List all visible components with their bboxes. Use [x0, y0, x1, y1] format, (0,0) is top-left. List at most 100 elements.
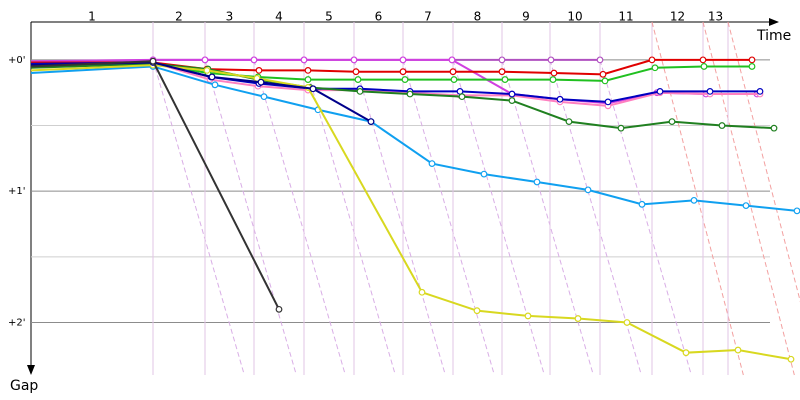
point [734, 346, 742, 354]
point [401, 76, 409, 83]
point [638, 200, 646, 208]
stage-label: 11 [618, 10, 633, 24]
stage-label: 9 [522, 10, 530, 24]
point [748, 63, 756, 70]
time-shift-line [353, 59, 446, 376]
stage-label: 2 [175, 10, 183, 24]
point [756, 87, 764, 95]
point [480, 170, 488, 178]
point [700, 63, 708, 70]
y-tick-label: +2' [8, 317, 26, 328]
point [449, 68, 457, 76]
point [211, 81, 219, 89]
stage-label: 5 [325, 10, 333, 24]
point [748, 56, 756, 64]
point [556, 95, 564, 103]
point [304, 66, 312, 74]
point [547, 56, 555, 64]
stage-label: 8 [474, 10, 482, 24]
point [596, 56, 604, 64]
point [428, 160, 436, 168]
point [356, 87, 364, 95]
point [406, 90, 414, 98]
time-shift-line [727, 21, 800, 303]
time-shift-line [303, 59, 396, 376]
y-axis-label: Gap [10, 378, 38, 394]
time-shift-line [702, 21, 795, 376]
point [257, 78, 265, 86]
point [201, 56, 209, 64]
stage-label: 10 [567, 10, 582, 24]
x-axis-label: Time [756, 28, 791, 44]
point [565, 118, 573, 125]
y-tick-label: +1' [8, 186, 26, 197]
point [354, 76, 362, 83]
time-shift-line [549, 59, 642, 376]
stage-label: 12 [670, 10, 685, 24]
point [498, 56, 506, 64]
point [524, 312, 532, 320]
time-shift-line [452, 59, 545, 376]
point [508, 90, 516, 98]
point [399, 68, 407, 76]
stage-label: 13 [708, 10, 723, 24]
stage-label: 4 [275, 10, 283, 24]
stage-label: 7 [424, 10, 432, 24]
point [350, 56, 358, 64]
point [304, 76, 312, 83]
point [473, 307, 481, 315]
series-line [30, 62, 775, 130]
point [250, 56, 258, 64]
point [770, 124, 778, 132]
point [648, 56, 656, 64]
point [275, 305, 283, 313]
point [498, 68, 506, 76]
point [617, 124, 625, 132]
point [656, 87, 664, 95]
point [203, 66, 211, 74]
point [623, 319, 631, 326]
point [599, 70, 607, 78]
point [501, 76, 509, 83]
series-line [30, 62, 752, 82]
time-shift-line [204, 59, 297, 376]
time-shift-line [599, 59, 692, 376]
point [448, 56, 456, 64]
point [208, 73, 216, 81]
point [300, 56, 308, 64]
point [574, 315, 582, 322]
point [399, 56, 407, 64]
series-line [30, 64, 792, 361]
point [651, 64, 659, 72]
stage-label: 6 [375, 10, 383, 24]
point [742, 202, 750, 210]
point [601, 77, 609, 85]
time-shift-line [253, 59, 346, 376]
point [550, 69, 558, 77]
point [682, 349, 690, 357]
point [418, 288, 426, 296]
point [549, 76, 557, 83]
series-line [31, 58, 752, 76]
series-line [30, 65, 798, 212]
point [458, 93, 466, 101]
point [367, 118, 375, 125]
stage-label: 1 [88, 10, 96, 24]
point [690, 196, 698, 204]
point [584, 186, 592, 194]
time-shift-line [651, 21, 744, 376]
stage-label: 3 [226, 10, 234, 24]
point [309, 85, 317, 93]
time-shift-line [402, 59, 495, 376]
point [533, 178, 541, 186]
point [706, 87, 714, 95]
point [260, 93, 268, 101]
point [508, 97, 516, 104]
point [149, 57, 157, 65]
time-shift-line [152, 59, 245, 376]
point [352, 68, 360, 76]
series-line [30, 61, 760, 107]
y-tick-label: +0' [8, 55, 26, 66]
